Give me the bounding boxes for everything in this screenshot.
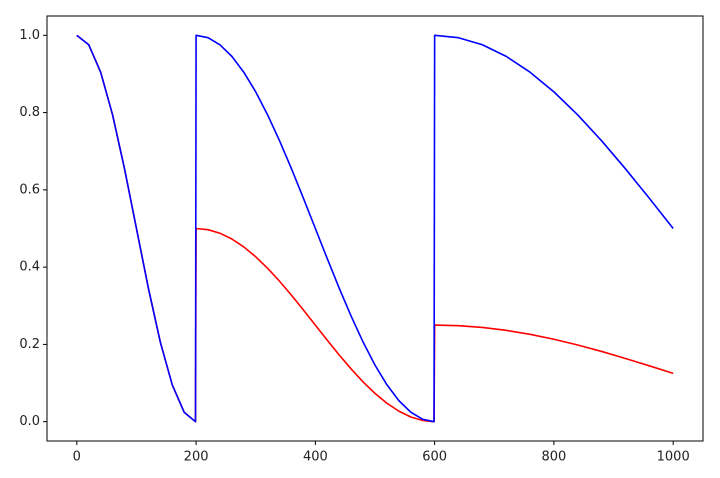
plot-frame (46, 15, 704, 442)
line-series (76, 34, 674, 423)
y-tick-label: 1.0 (19, 28, 40, 43)
x-tick-label: 1000 (657, 450, 690, 465)
y-tick-label: 0.4 (19, 260, 40, 275)
y-tick-label: 0.2 (19, 337, 40, 352)
y-tick-label: 0.0 (19, 414, 40, 429)
y-tick-label: 0.8 (19, 105, 40, 120)
x-tick-label: 0 (73, 450, 81, 465)
y-tick-label: 0.6 (19, 182, 40, 197)
x-tick-label: 600 (422, 450, 447, 465)
x-tick-label: 400 (303, 450, 328, 465)
x-tick-label: 200 (184, 450, 209, 465)
x-tick-label: 800 (541, 450, 566, 465)
